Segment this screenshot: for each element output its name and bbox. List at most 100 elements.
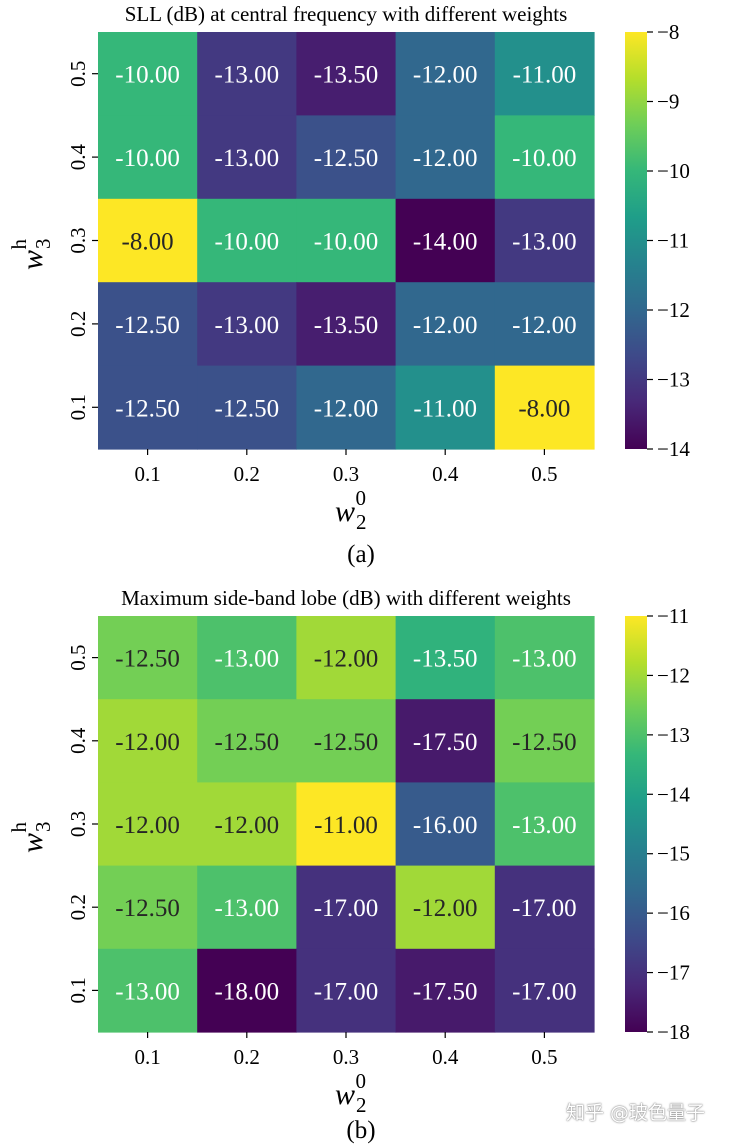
cell-label: -17.50 [413, 729, 478, 756]
cell-label: -12.50 [512, 729, 577, 756]
colorbar-tick-label: −15 [657, 842, 690, 866]
heatmap-cell [296, 865, 397, 950]
cell-label: -11.00 [314, 812, 378, 839]
colorbar-tick-label: −16 [657, 901, 690, 925]
cell-label: -17.00 [512, 978, 577, 1005]
cell-label: -12.00 [512, 312, 577, 339]
heatmap-cell [395, 115, 496, 200]
cell-label: -17.00 [314, 895, 379, 922]
cell-label: -13.00 [512, 646, 577, 673]
x-tick-label: 0.3 [333, 1045, 359, 1069]
cell-label: -12.50 [115, 895, 180, 922]
cell-label: -12.00 [413, 312, 478, 339]
heatmap-cell [98, 115, 198, 200]
cell-label: -13.50 [314, 62, 379, 89]
heatmap-cell [296, 32, 397, 116]
cell-label: -13.00 [215, 646, 280, 673]
cell-label: -14.00 [413, 229, 478, 256]
y-tick-label: 0.4 [66, 727, 90, 754]
y-tick-label: 0.5 [66, 644, 90, 670]
heatmap-cell [197, 282, 297, 367]
heatmap-cell [197, 32, 297, 116]
x-tick-label: 0.5 [531, 462, 557, 486]
cell-label: -12.50 [115, 395, 180, 422]
x-tick-label: 0.2 [234, 462, 260, 486]
heatmap-cell [494, 282, 595, 367]
cell-label: -16.00 [413, 812, 478, 839]
heatmap-cell [296, 198, 397, 283]
heatmap-cell [197, 782, 297, 867]
cell-label: -12.00 [413, 895, 478, 922]
x-tick-label: 0.5 [531, 1045, 557, 1069]
cell-label: -12.00 [314, 646, 379, 673]
heatmap-cell [197, 198, 297, 283]
colorbar-tick-label: −11 [657, 604, 689, 628]
cell-label: -10.00 [512, 145, 577, 172]
cell-label: -13.00 [512, 812, 577, 839]
cell-label: -8.00 [122, 229, 174, 256]
colorbar-tick-label: −14 [657, 437, 690, 461]
x-tick-label: 0.4 [432, 1045, 459, 1069]
cell-label: -13.00 [215, 145, 280, 172]
y-axis-label: w3h [7, 238, 55, 270]
y-axis-ticks: 0.5 0.4 0.3 0.2 0.1 [66, 644, 98, 1004]
cell-label: -13.00 [215, 895, 280, 922]
cell-label: -17.00 [314, 978, 379, 1005]
heatmap-cell [494, 865, 595, 950]
cell-label: -13.00 [215, 62, 280, 89]
heatmap-cell [296, 365, 397, 450]
heatmap-cell [494, 948, 595, 1033]
heatmap-cell [98, 699, 198, 783]
cell-label: -12.00 [215, 812, 280, 839]
heatmap-cell [98, 198, 198, 283]
heatmap-cell [197, 865, 297, 950]
heatmap-cell [98, 32, 198, 116]
colorbar-tick-label: −13 [657, 723, 690, 747]
colorbar-tick-label: −10 [657, 159, 690, 183]
heatmap-cell [197, 616, 297, 700]
caption: (a) [347, 541, 375, 568]
cell-label: -12.00 [115, 812, 180, 839]
cell-label: -13.50 [413, 646, 478, 673]
cell-label: -12.50 [215, 395, 280, 422]
heatmap-cell [395, 699, 496, 783]
cell-label: -13.00 [512, 229, 577, 256]
watermark: 知乎 @玻色量子 [566, 1102, 706, 1124]
heatmap-cell [395, 365, 496, 450]
heatmap-cell [296, 115, 397, 200]
chart-title: SLL (dB) at central frequency with diffe… [125, 2, 568, 26]
heatmap-cell [296, 782, 397, 867]
heatmap-cell [494, 699, 595, 783]
x-axis-ticks: 0.1 0.2 0.3 0.4 0.5 [134, 1032, 558, 1069]
colorbar-tick-label: −12 [657, 663, 690, 687]
y-tick-label: 0.2 [66, 894, 90, 920]
heatmap-cell [98, 865, 198, 950]
colorbar-gradient [625, 32, 647, 449]
heatmap-cell [395, 616, 496, 700]
heatmap-cell [494, 115, 595, 200]
heatmap-cell [395, 32, 496, 116]
chart-title: Maximum side-band lobe (dB) with differe… [121, 586, 571, 610]
heatmap-cells: -12.50 -13.00 -12.00 -13.50 -13.00 -12.00 -12.… [98, 616, 595, 1033]
cell-label: -12.00 [413, 62, 478, 89]
heatmap-cell [98, 282, 198, 367]
heatmap-cell [494, 198, 595, 283]
heatmap-cell [296, 948, 397, 1033]
heatmap-cell [494, 782, 595, 867]
y-tick-label: 0.3 [66, 227, 90, 253]
colorbar-tick-label: −8 [657, 20, 679, 44]
y-tick-label: 0.4 [66, 143, 90, 170]
cell-label: -8.00 [518, 395, 570, 422]
cell-label: -12.00 [115, 729, 180, 756]
x-axis-label: w20 [335, 486, 367, 534]
heatmap-cell [98, 616, 198, 700]
colorbar-tick-label: −12 [657, 298, 690, 322]
cell-label: -13.00 [215, 312, 280, 339]
cell-label: -18.00 [215, 978, 280, 1005]
colorbar-tick-label: −9 [657, 90, 679, 114]
y-tick-label: 0.1 [66, 394, 90, 420]
cell-label: -12.50 [215, 729, 280, 756]
cell-label: -17.50 [413, 978, 478, 1005]
cell-label: -10.00 [314, 229, 379, 256]
cell-label: -17.00 [512, 895, 577, 922]
